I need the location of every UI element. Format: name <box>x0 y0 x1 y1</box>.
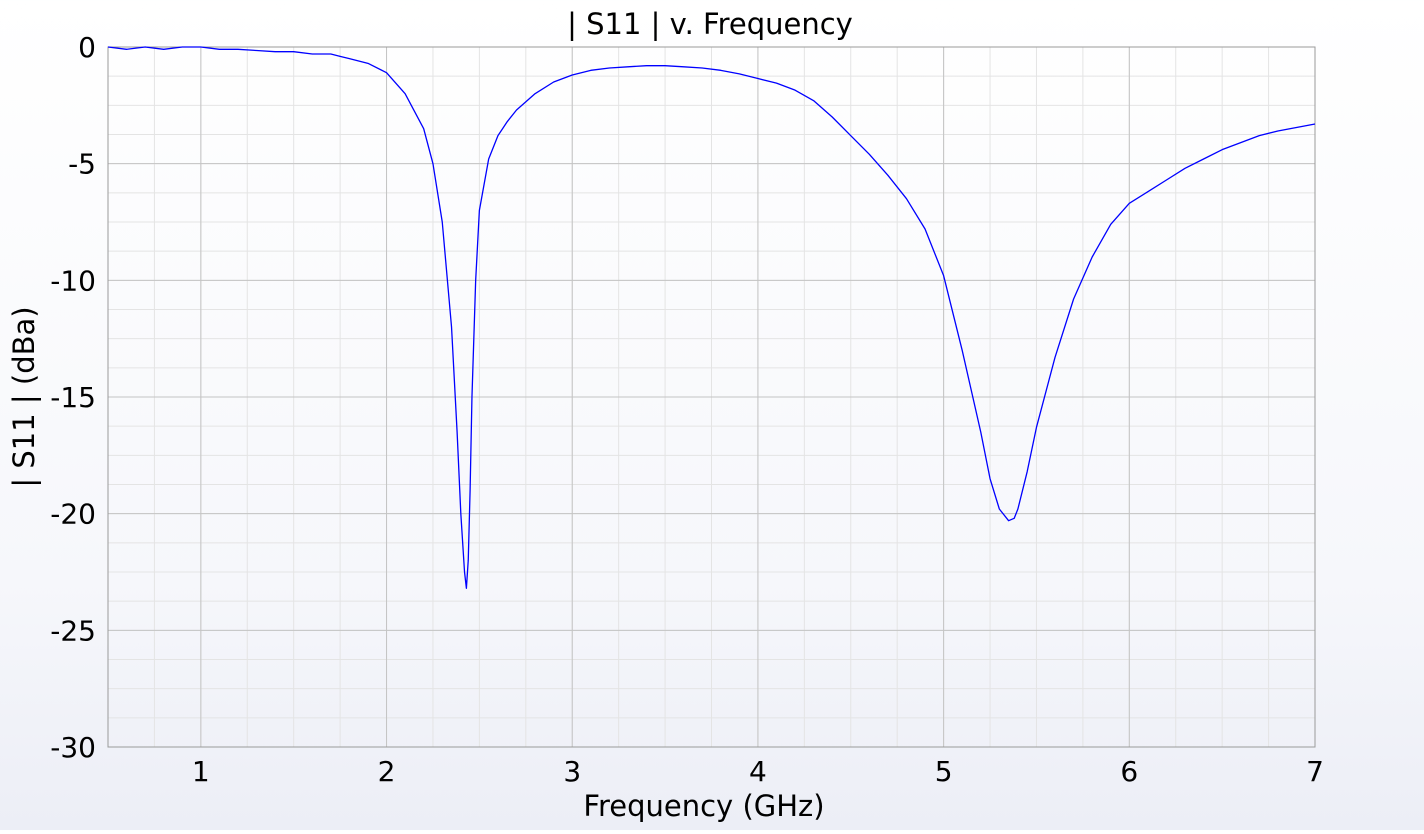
x-tick-label: 6 <box>1120 755 1138 788</box>
y-tick-label: -10 <box>50 264 96 297</box>
plot-frame <box>107 46 1316 748</box>
y-tick-label: -5 <box>68 148 96 181</box>
y-axis-ticks: 0 -5 -10 -15 -20 -25 -30 <box>50 31 96 764</box>
y-tick-label: -25 <box>50 614 96 647</box>
y-tick-label: -15 <box>50 381 96 414</box>
x-tick-label: 5 <box>935 755 953 788</box>
s11-series-line <box>107 46 1316 589</box>
x-tick-label: 4 <box>749 755 767 788</box>
x-tick-label: 7 <box>1306 755 1324 788</box>
chart-title: | S11 | v. Frequency <box>567 7 853 41</box>
x-tick-label: 1 <box>192 755 210 788</box>
y-tick-label: 0 <box>78 31 96 64</box>
x-tick-label: 2 <box>378 755 396 788</box>
y-axis-label: | S11 | (dBa) <box>7 306 41 487</box>
y-tick-label: -30 <box>50 731 96 764</box>
x-axis-ticks: 1 2 3 4 5 6 7 <box>192 755 1324 788</box>
x-axis-label: Frequency (GHz) <box>583 789 824 823</box>
x-tick-label: 3 <box>563 755 581 788</box>
y-tick-label: -20 <box>50 498 96 531</box>
